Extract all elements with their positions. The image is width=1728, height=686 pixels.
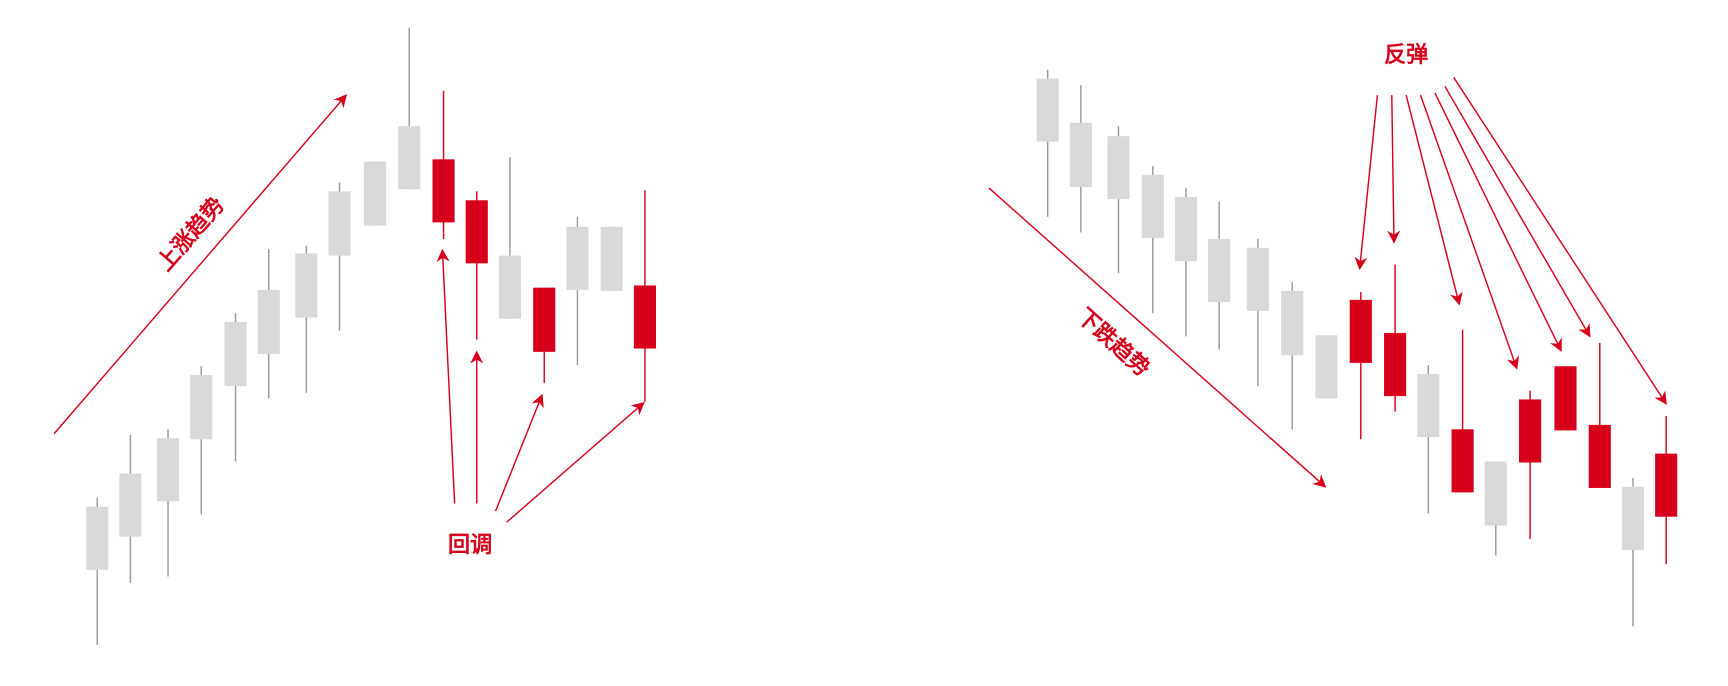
rebound-arrow xyxy=(1354,95,1379,271)
candle-body xyxy=(1246,247,1269,311)
candle-body xyxy=(1554,366,1577,431)
candles xyxy=(86,27,1678,646)
candle-body xyxy=(465,200,488,264)
pullback-label: 回调 xyxy=(448,532,492,558)
candle-body xyxy=(1588,424,1611,488)
candle-body xyxy=(1484,461,1507,526)
candle-body xyxy=(1349,299,1372,363)
candle-body xyxy=(1036,78,1059,142)
candle-body xyxy=(86,506,109,570)
rebound-label: 反弹 xyxy=(1384,42,1428,68)
candle-body xyxy=(1208,238,1231,303)
candle-body xyxy=(1141,174,1164,238)
arrows xyxy=(53,77,1667,523)
candle-body xyxy=(190,375,213,440)
candle-body xyxy=(566,226,589,290)
candle-body xyxy=(1069,122,1092,187)
uptrend-label: 上涨趋势 xyxy=(152,192,230,276)
candle-body xyxy=(257,289,280,355)
pullback-arrow xyxy=(436,248,456,504)
candle-body xyxy=(1519,399,1542,463)
candle-body xyxy=(1107,136,1130,200)
candle-body xyxy=(1174,196,1198,262)
candle-body xyxy=(1315,335,1338,399)
pullback-arrow xyxy=(506,401,645,523)
candle-body xyxy=(295,253,318,318)
candle-body xyxy=(498,255,521,319)
candle-body xyxy=(1384,333,1407,397)
candle-body xyxy=(363,161,387,226)
candle-body xyxy=(398,126,421,190)
candle-body xyxy=(1621,486,1645,550)
rebound-arrow xyxy=(1405,94,1463,306)
candle-body xyxy=(533,287,556,352)
candle-body xyxy=(156,438,180,502)
rebound-arrow xyxy=(1387,95,1401,244)
candle-body xyxy=(1655,453,1678,517)
rebound-arrow xyxy=(1434,92,1562,352)
candle-body xyxy=(600,226,623,291)
downtrend-arrow xyxy=(988,187,1327,488)
rebound-arrow xyxy=(1444,85,1591,338)
candle-body xyxy=(432,159,455,223)
candle-body xyxy=(328,191,351,256)
rebound-arrow xyxy=(1453,77,1667,405)
rebound-arrow xyxy=(1419,94,1520,370)
candle-body xyxy=(1451,429,1474,493)
candle-body xyxy=(119,473,142,537)
downtrend-label: 下跌趋势 xyxy=(1072,303,1155,381)
candle-body xyxy=(1417,373,1440,438)
candle-body xyxy=(633,285,656,349)
candle-body xyxy=(1281,290,1304,356)
pullback-arrow xyxy=(494,393,544,512)
uptrend-arrow xyxy=(53,94,348,435)
candle-body xyxy=(224,321,247,387)
